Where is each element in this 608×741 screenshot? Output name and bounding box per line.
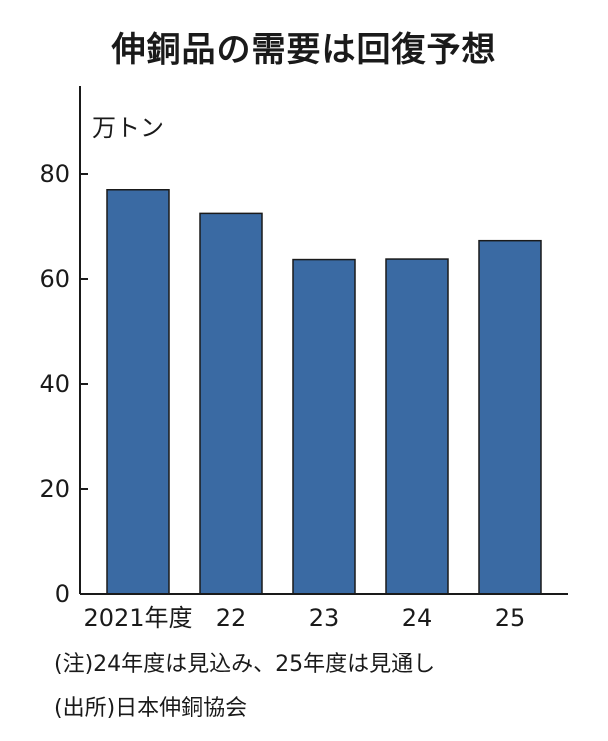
y-tick-label: 80	[39, 160, 70, 188]
bar-2	[199, 212, 263, 595]
chart-title: 伸銅品の需要は回復予想	[111, 30, 497, 70]
y-tick-label: 20	[39, 475, 70, 503]
y-axis-unit-label: 万トン	[92, 114, 164, 142]
bar-4	[385, 258, 449, 595]
x-tick-label: 25	[495, 604, 526, 632]
x-tick-label: 24	[402, 604, 433, 632]
footnote-estimate: (注)24年度は見込み、25年度は見通し	[54, 652, 436, 677]
y-tick-label: 40	[39, 370, 70, 398]
x-tick-label: 2021年度	[83, 604, 192, 632]
x-tick-label: 23	[309, 604, 340, 632]
y-tick-label: 0	[55, 580, 70, 608]
x-tick-label: 22	[216, 604, 247, 632]
bar-5	[478, 239, 542, 595]
footnote-source: (出所)日本伸銅協会	[54, 696, 248, 721]
bar-3	[292, 258, 356, 595]
y-tick-label: 60	[39, 265, 70, 293]
bar-1	[106, 189, 170, 595]
